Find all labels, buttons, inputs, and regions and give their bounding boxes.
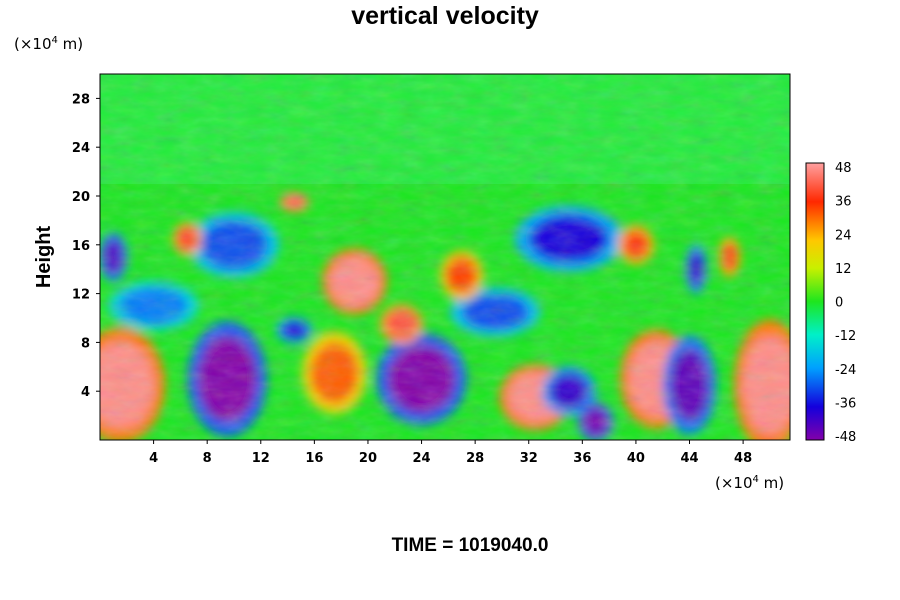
colorbar-tick-label: 48 [835,161,852,176]
x-tick-label: 32 [520,451,538,466]
colorbar-tick-label: -36 [835,396,856,411]
y-tick-label: 12 [72,288,90,303]
y-unit-label: (×104 m) [14,35,83,53]
x-tick-label: 8 [203,451,212,466]
x-tick-label: 4 [149,451,158,466]
x-tick-label: 12 [252,451,270,466]
x-tick-label: 40 [627,451,645,466]
x-tick-label: 20 [359,451,377,466]
y-tick-label: 4 [81,385,90,400]
y-tick-label: 16 [72,239,90,254]
y-axis-label: Height [33,226,55,289]
x-unit-label: (×104 m) [715,474,784,492]
y-tick-label: 28 [72,92,90,107]
x-tick-label: 28 [466,451,484,466]
x-tick-label: 44 [680,451,698,466]
y-tick-label: 20 [72,190,90,205]
colorbar-gradient [805,162,825,441]
colorbar-tick-label: 36 [835,195,852,210]
x-tick-label: 24 [413,451,431,466]
colorbar-tick-label: -48 [835,430,856,445]
colorbar-tick-label: 12 [835,262,852,277]
field-texture [100,74,790,440]
x-tick-label: 16 [305,451,323,466]
colorbar-tick-label: 24 [835,228,852,243]
chart-title: vertical velocity [351,2,539,30]
y-tick-label: 8 [81,336,90,351]
y-tick-label: 24 [72,141,90,156]
x-tick-label: 48 [734,451,752,466]
colorbar-tick-label: -24 [835,363,856,378]
plot-field [100,74,790,440]
plot-frame [99,73,791,441]
colorbar-tick-label: 0 [835,296,843,311]
colorbar: 48 36 24 12 0 -12 -24 -36 -48 [805,161,856,445]
x-tick-label: 36 [573,451,591,466]
time-label: TIME = 1019040.0 [392,535,549,556]
colorbar-tick-label: -12 [835,329,856,344]
